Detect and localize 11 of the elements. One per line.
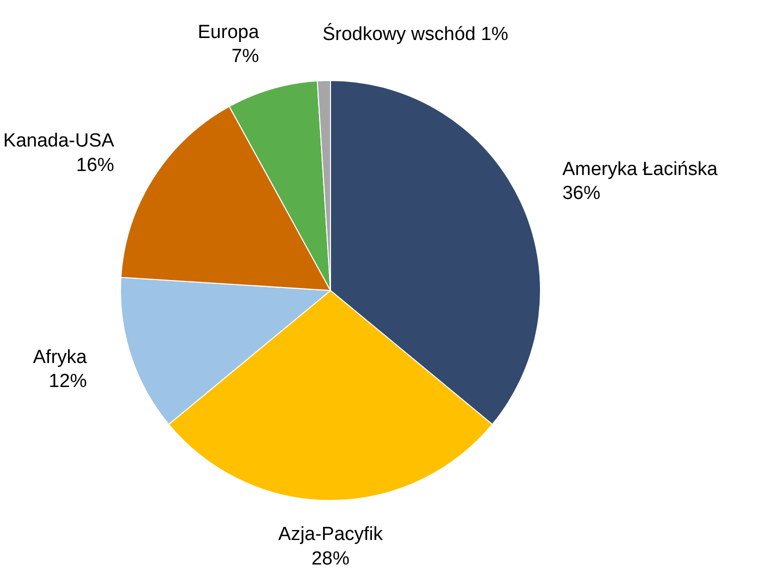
- data-label: 36%: [562, 182, 600, 204]
- slice-label: Europa: [198, 22, 260, 43]
- data-label: 28%: [311, 548, 350, 570]
- data-label: 16%: [76, 154, 114, 176]
- slice-label: Ameryka Łacińska: [562, 158, 718, 180]
- data-label: 7%: [232, 46, 260, 68]
- slice-label: Azja-Pacyfik: [278, 524, 384, 546]
- slice-label: Środkowy wschód 1%: [322, 22, 508, 45]
- slice-label: Kanada-USA: [3, 130, 115, 152]
- data-label: 12%: [48, 371, 87, 392]
- slice-label: Afryka: [32, 347, 88, 368]
